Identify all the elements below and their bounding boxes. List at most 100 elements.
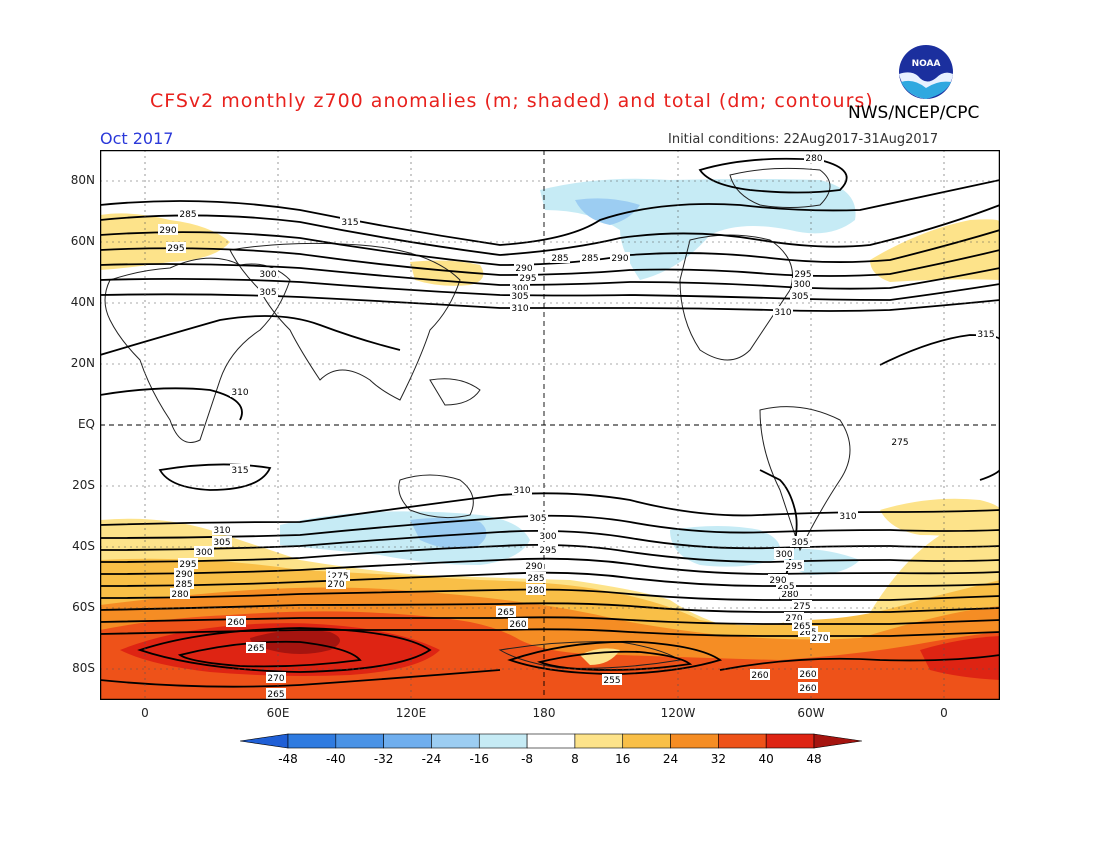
contour-label-text: 275 xyxy=(793,602,810,612)
contour-label: 310 xyxy=(773,306,793,318)
contour-label: 290 xyxy=(514,262,534,274)
contour-label-text: 310 xyxy=(231,388,248,398)
contour-label-text: 265 xyxy=(793,622,810,632)
colorbar-cell xyxy=(240,733,289,749)
contour-label: 295 xyxy=(166,242,186,254)
contour-label-text: 280 xyxy=(805,154,822,164)
logo-text: NOAA xyxy=(912,59,941,69)
longitude-label: 120E xyxy=(395,706,427,720)
contour-label: 270 xyxy=(784,612,804,624)
contour-label: 285 xyxy=(174,578,194,590)
contour-label-text: 270 xyxy=(785,614,802,624)
contour-label: 290 xyxy=(768,574,788,586)
contour-label: 300 xyxy=(792,278,812,290)
colorbar-cell xyxy=(526,733,576,749)
contour-label-text: 305 xyxy=(529,514,546,524)
contour-label-text: 300 xyxy=(539,532,556,542)
contour-label: 305 xyxy=(258,286,278,298)
contour-label: 305 xyxy=(790,536,810,548)
latitude-label: 40N xyxy=(70,295,95,309)
contour-label: 265 xyxy=(798,626,818,638)
latitude-label: 20S xyxy=(72,478,95,492)
contour-label-text: 310 xyxy=(213,526,230,536)
contour-label: 270 xyxy=(266,672,286,684)
contour-label: 300 xyxy=(258,268,278,280)
contour-label: 300 xyxy=(538,530,558,542)
initial-conditions: Initial conditions: 22Aug2017-31Aug2017 xyxy=(668,132,939,147)
contour-labels: 2802852902953003053103153153152852902953… xyxy=(158,152,996,700)
contour-label: 280 xyxy=(526,584,546,596)
contour-label-text: 315 xyxy=(977,330,994,340)
contour-label-text: 310 xyxy=(839,512,856,522)
colorbar-cell xyxy=(718,733,767,749)
contour-label-text: 260 xyxy=(799,670,816,680)
contour-label-text: 295 xyxy=(179,560,196,570)
contour-label-text: 290 xyxy=(525,562,542,572)
colorbar-cell xyxy=(574,733,624,749)
contour-label: 275 xyxy=(890,436,910,448)
contour-label-text: 270 xyxy=(811,634,828,644)
contour-label: 280 xyxy=(804,152,824,164)
colorbar-cell xyxy=(287,733,337,749)
contour-label: 270 xyxy=(326,578,346,590)
contour-label: 260 xyxy=(750,669,770,681)
colorbar-cell xyxy=(335,733,384,749)
contour-label: 260 xyxy=(798,668,818,680)
colorbar-tick-label: -16 xyxy=(469,752,489,765)
agency-label: NWS/NCEP/CPC xyxy=(848,103,980,123)
noaa-logo-icon: NOAA xyxy=(897,43,955,101)
contour-label-text: 285 xyxy=(551,254,568,264)
contour-label: 260 xyxy=(226,616,246,628)
contour-label-text: 290 xyxy=(769,576,786,586)
contour-label-text: 310 xyxy=(511,304,528,314)
longitude-label: 60W xyxy=(797,706,825,720)
latitude-label: 60S xyxy=(72,600,95,614)
colorbar-tick-label: -32 xyxy=(374,752,394,765)
contour-label: 295 xyxy=(784,560,804,572)
contour-label-text: 290 xyxy=(515,264,532,274)
contour-label-text: 270 xyxy=(267,674,284,684)
contour-label: 305 xyxy=(528,512,548,524)
contour-label-text: 310 xyxy=(774,308,791,318)
contour-label: 285 xyxy=(776,580,796,592)
contour-label-text: 300 xyxy=(775,550,792,560)
contour-label: 300 xyxy=(510,282,530,294)
contour-label-text: 280 xyxy=(781,590,798,600)
contour-label: 310 xyxy=(512,484,532,496)
contour-label: 280 xyxy=(780,588,800,600)
contour-label: 305 xyxy=(790,290,810,302)
contour-label-text: 285 xyxy=(179,210,196,220)
contour-label: 275 xyxy=(792,600,812,612)
anomaly-map: 2802852902953003053103153153152852902953… xyxy=(100,150,1000,700)
contour-label: 265 xyxy=(246,642,266,654)
colorbar-cell xyxy=(383,733,432,749)
contour-label-text: 295 xyxy=(519,274,536,284)
height-contours xyxy=(100,157,1000,688)
colorbar-cell xyxy=(813,733,862,749)
contour-label: 295 xyxy=(793,268,813,280)
contour-label-text: 260 xyxy=(227,618,244,628)
contour-label-text: 285 xyxy=(175,580,192,590)
colorbar-tick-label: -24 xyxy=(422,752,442,765)
contour-label: 300 xyxy=(194,546,214,558)
colorbar-cell xyxy=(431,733,480,749)
contour-label-text: 275 xyxy=(891,438,908,448)
contour-label: 265 xyxy=(496,606,516,618)
contour-label: 280 xyxy=(170,588,190,600)
contour-label: 295 xyxy=(178,558,198,570)
contour-label: 265 xyxy=(266,688,286,700)
contour-label-text: 315 xyxy=(341,218,358,228)
colorbar-cell xyxy=(765,733,815,749)
contour-label-text: 300 xyxy=(511,284,528,294)
contour-label: 310 xyxy=(230,386,250,398)
latitude-label: 40S xyxy=(72,539,95,553)
colorbar-tick-label: 48 xyxy=(806,752,821,765)
contour-label-text: 290 xyxy=(159,226,176,236)
contour-label-text: 280 xyxy=(171,590,188,600)
longitude-label: 0 xyxy=(141,706,149,720)
contour-label-text: 310 xyxy=(513,486,530,496)
contour-label-text: 300 xyxy=(793,280,810,290)
contour-label-text: 290 xyxy=(175,570,192,580)
latitude-label: 80S xyxy=(72,661,95,675)
contour-label: 285 xyxy=(550,252,570,264)
